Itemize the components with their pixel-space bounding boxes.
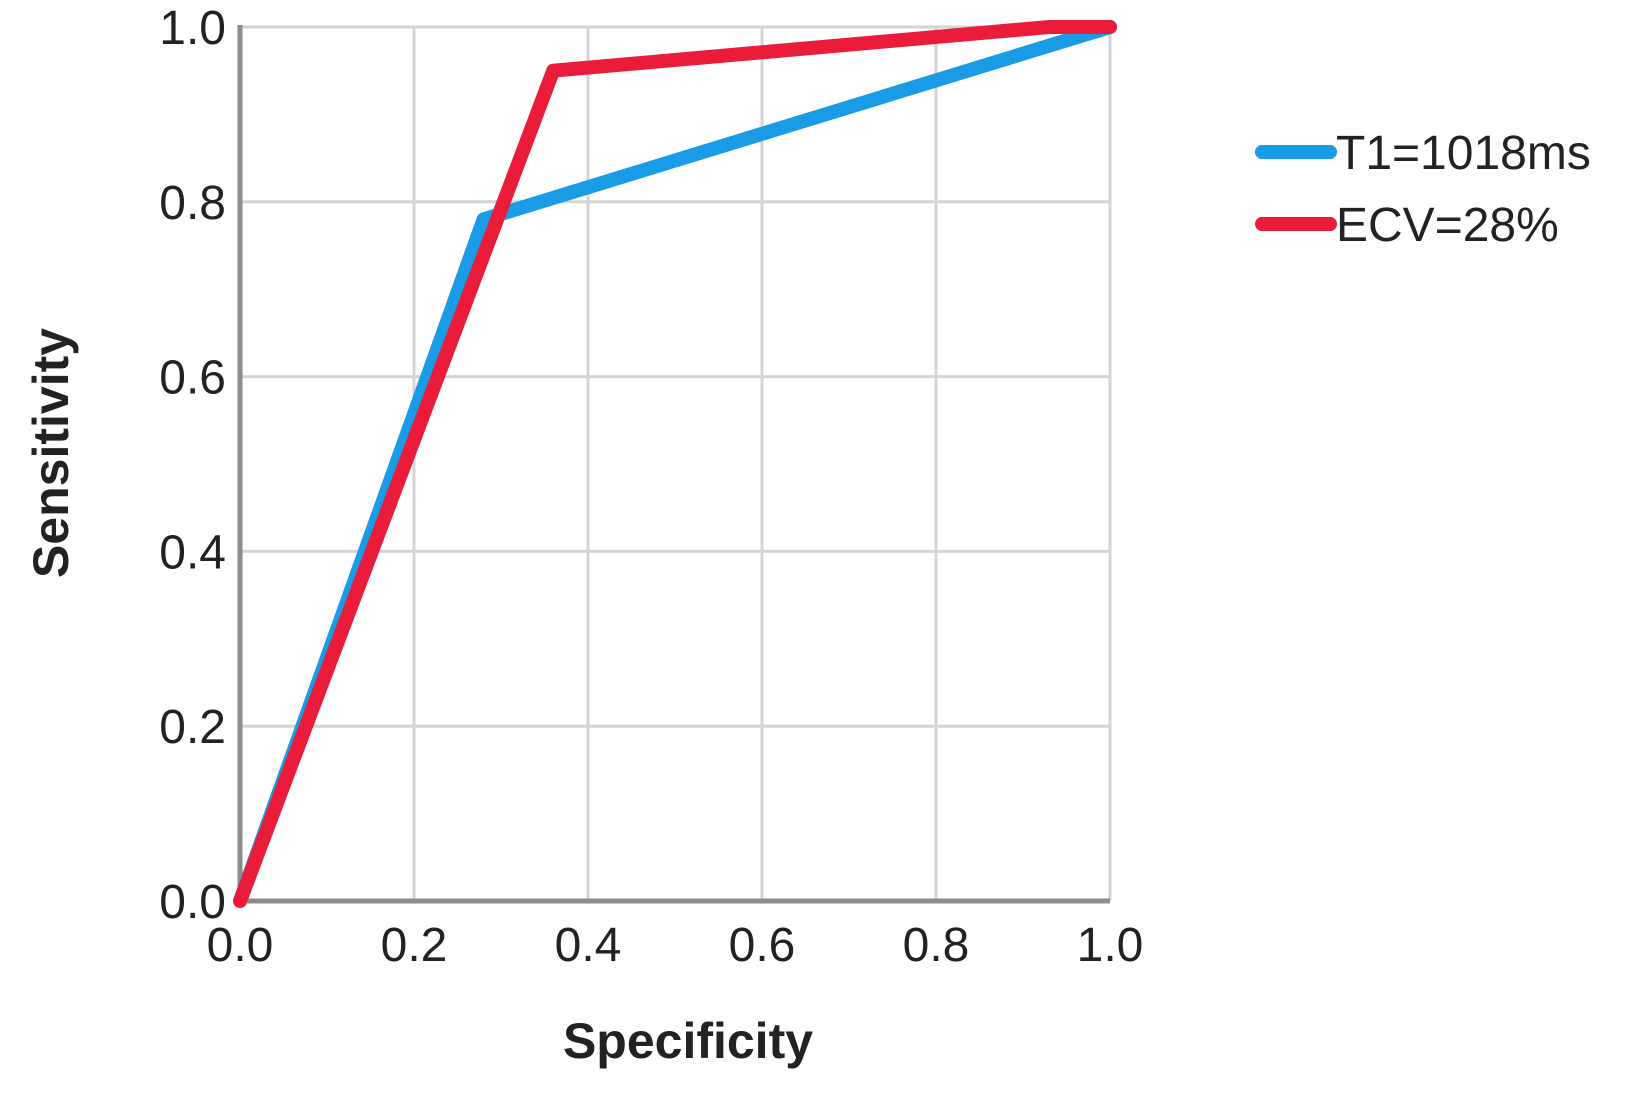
y-tick-label: 0.2 <box>159 701 226 754</box>
x-tick-label: 0.6 <box>729 919 796 972</box>
x-axis-title: Specificity <box>563 1013 813 1069</box>
y-tick-label: 0.0 <box>159 876 226 929</box>
legend-label: ECV=28% <box>1336 199 1559 252</box>
axis-layer <box>237 25 1110 904</box>
x-tick-label: 0.2 <box>381 919 448 972</box>
x-tick-label: 0.4 <box>555 919 622 972</box>
series-line-1 <box>233 20 1117 908</box>
x-tick-label: 0.8 <box>903 919 970 972</box>
series-line-0 <box>233 20 1117 908</box>
x-tick-label: 1.0 <box>1077 919 1144 972</box>
y-tick-label: 1.0 <box>159 2 226 55</box>
tick-layer: 0.0 0.2 0.4 0.6 0.8 1.0 0.0 0.2 0.4 0.6 0.8 1.0 <box>159 2 1143 972</box>
series-layer <box>233 20 1117 908</box>
y-tick-label: 0.4 <box>159 526 226 579</box>
legend-label: T1=1018ms <box>1336 127 1591 180</box>
x-tick-label: 0.0 <box>207 919 274 972</box>
legend: T1=1018ms ECV=28% <box>1255 127 1591 252</box>
y-axis-title: Sensitivity <box>23 328 79 578</box>
y-tick-label: 0.8 <box>159 177 226 230</box>
grid-layer <box>238 25 1112 903</box>
y-tick-label: 0.6 <box>159 352 226 405</box>
